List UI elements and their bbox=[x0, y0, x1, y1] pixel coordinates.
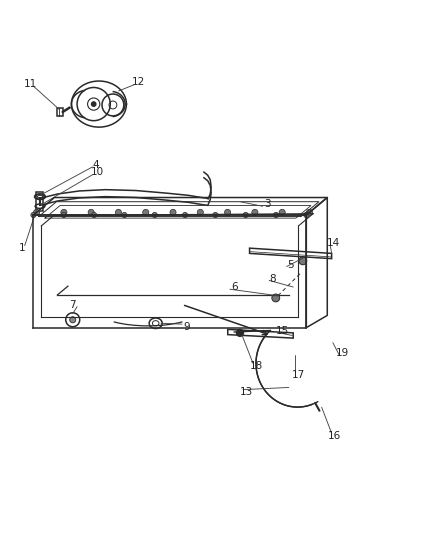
Text: 19: 19 bbox=[336, 348, 349, 358]
Circle shape bbox=[61, 209, 67, 215]
Text: 17: 17 bbox=[292, 370, 305, 380]
Text: 4: 4 bbox=[92, 160, 99, 170]
Text: 15: 15 bbox=[276, 326, 289, 336]
Circle shape bbox=[88, 209, 94, 215]
Circle shape bbox=[70, 317, 76, 323]
Circle shape bbox=[92, 102, 96, 106]
Circle shape bbox=[31, 212, 36, 217]
Circle shape bbox=[213, 212, 218, 217]
Text: 12: 12 bbox=[131, 77, 145, 87]
Circle shape bbox=[61, 212, 67, 217]
Circle shape bbox=[304, 212, 309, 217]
Circle shape bbox=[279, 209, 285, 215]
Text: 3: 3 bbox=[265, 199, 271, 209]
Circle shape bbox=[273, 212, 279, 217]
Circle shape bbox=[34, 209, 40, 215]
Text: 1: 1 bbox=[18, 243, 25, 253]
Text: 11: 11 bbox=[24, 78, 37, 88]
Text: 14: 14 bbox=[327, 238, 340, 248]
Text: 9: 9 bbox=[183, 322, 190, 332]
Circle shape bbox=[272, 294, 280, 302]
Circle shape bbox=[92, 212, 97, 217]
Circle shape bbox=[307, 209, 313, 215]
Circle shape bbox=[115, 209, 121, 215]
Circle shape bbox=[197, 209, 203, 215]
Text: 18: 18 bbox=[250, 361, 263, 371]
Circle shape bbox=[252, 209, 258, 215]
Text: 5: 5 bbox=[287, 260, 293, 270]
Text: 10: 10 bbox=[91, 167, 104, 177]
Text: 8: 8 bbox=[269, 274, 276, 284]
Circle shape bbox=[225, 209, 231, 215]
Circle shape bbox=[299, 257, 307, 265]
Text: 7: 7 bbox=[69, 301, 76, 310]
Circle shape bbox=[143, 209, 149, 215]
Circle shape bbox=[237, 329, 244, 336]
Circle shape bbox=[243, 212, 248, 217]
Circle shape bbox=[152, 212, 157, 217]
Circle shape bbox=[182, 212, 187, 217]
Text: 13: 13 bbox=[240, 387, 253, 397]
Text: 16: 16 bbox=[328, 431, 341, 441]
Circle shape bbox=[170, 209, 176, 215]
Text: 6: 6 bbox=[231, 282, 237, 293]
Circle shape bbox=[122, 212, 127, 217]
